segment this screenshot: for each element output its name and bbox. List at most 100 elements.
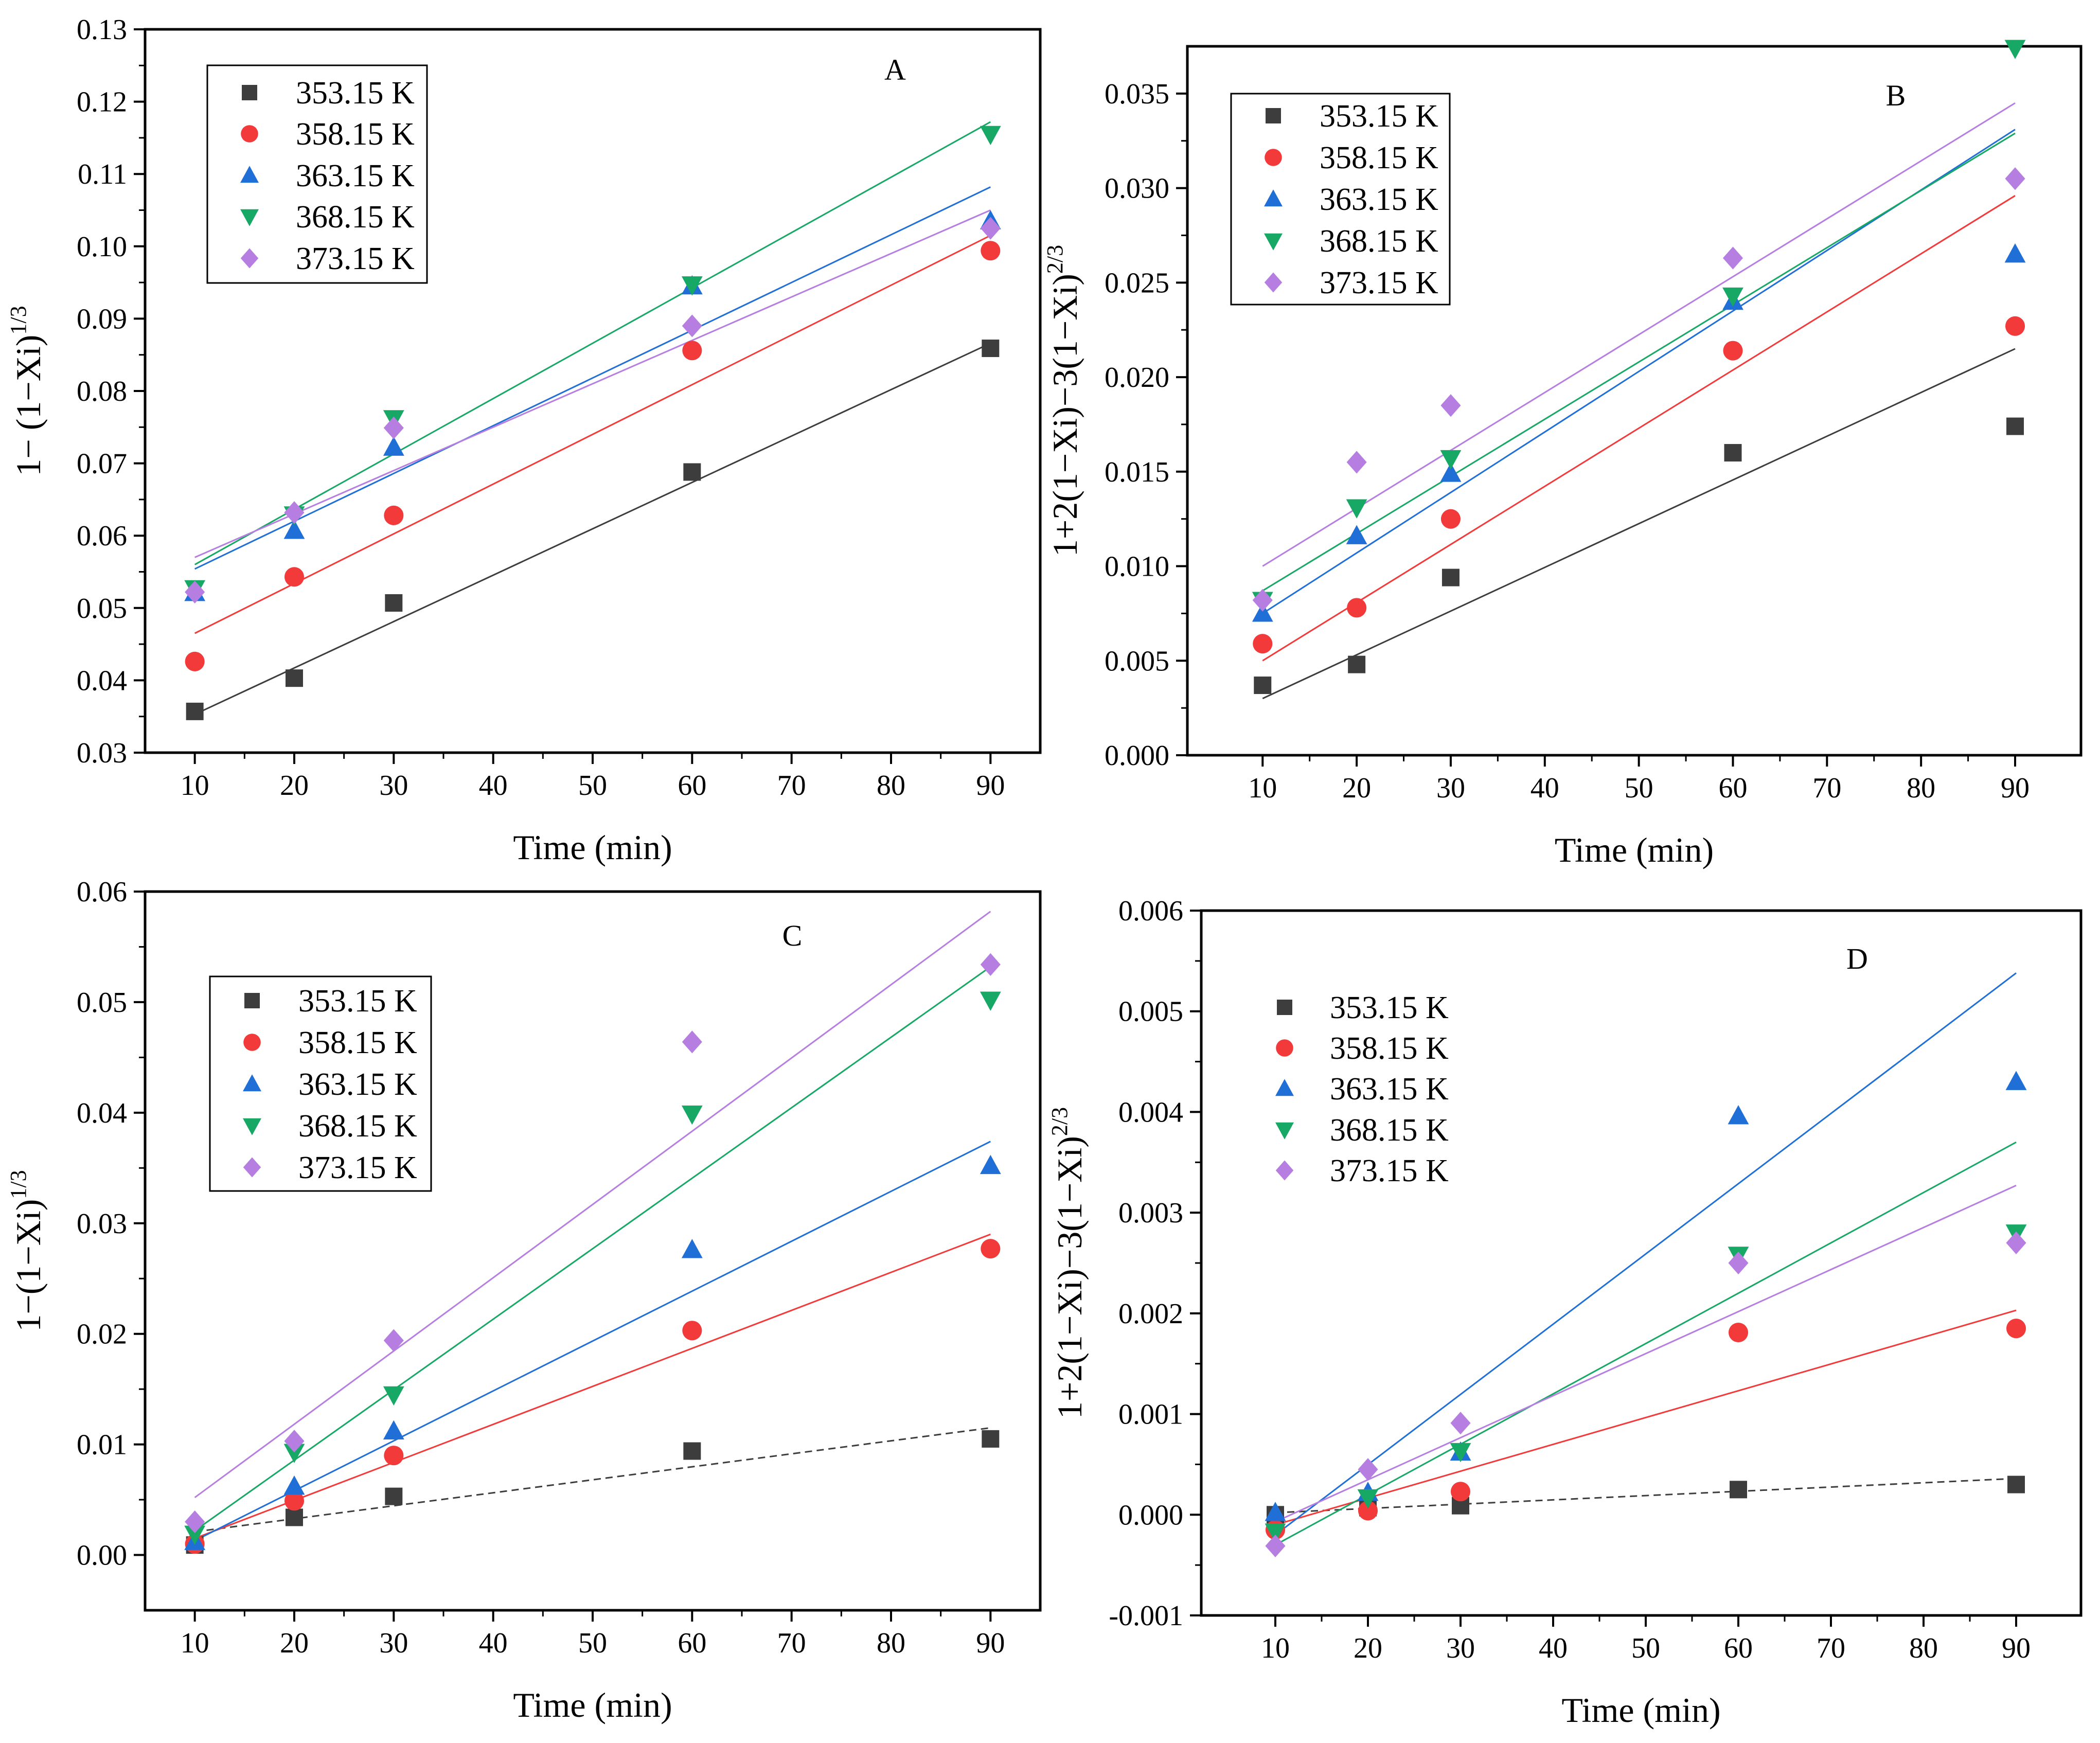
y-tick-label: 0.09: [77, 303, 127, 335]
fit-line-358-15-K: [1275, 1309, 2017, 1526]
x-tick-label: 80: [1907, 772, 1935, 804]
data-point-363-15-K: [980, 1154, 1001, 1175]
y-axis-title: 1−(1−Xi)1/3: [6, 1170, 48, 1331]
data-point-353-15-K: [1730, 1481, 1747, 1499]
legend-marker: [1264, 189, 1283, 207]
legend-box: [206, 64, 428, 284]
legend-marker: [1276, 1039, 1293, 1057]
fit-line-373-15-K: [194, 911, 991, 1498]
y-tick-label: 0.030: [1105, 173, 1169, 205]
x-tick-label: 20: [1354, 1632, 1382, 1664]
data-point-368-15-K: [1265, 1523, 1286, 1543]
data-point-353-15-K: [385, 594, 403, 612]
data-point-373-15-K: [284, 1430, 305, 1453]
y-tick-label: 0.003: [1118, 1197, 1183, 1229]
data-point-363-15-K: [383, 1420, 404, 1439]
data-point-368-15-K: [1450, 1443, 1471, 1463]
y-tick-label: 0.001: [1118, 1399, 1183, 1431]
y-axis-title-main: 1− (1−Xi): [9, 335, 48, 476]
y-tick-label: 0.005: [1118, 996, 1183, 1028]
data-point-363-15-K: [283, 520, 305, 539]
fit-line-373-15-K: [1262, 102, 2016, 567]
legend-marker: [1277, 1000, 1292, 1015]
y-tick-label: 0.08: [77, 376, 127, 407]
data-point-353-15-K: [982, 1430, 1000, 1448]
panel-c: 10 20 30 40 50 60 70 80 90 0.00 0.01 0.02 0.03 0.04 0.…: [6, 876, 1042, 1724]
x-tick-label: 70: [777, 1627, 806, 1659]
legend-label: 368.15 K: [296, 200, 415, 235]
data-point-373-15-K: [1346, 451, 1367, 474]
legend-label: 358.15 K: [1330, 1031, 1449, 1066]
y-axis-title-main: 1−(1−Xi): [9, 1199, 48, 1332]
fit-line-353-15-K: [1262, 348, 2016, 700]
data-point-358-15-K: [1253, 634, 1273, 654]
fit-line-353-15-K: [194, 1427, 991, 1533]
legend-marker: [1275, 1160, 1294, 1181]
x-tick-label: 10: [181, 770, 209, 802]
y-axis-title-exponent: 2/3: [1042, 245, 1067, 274]
data-point-353-15-K: [385, 1487, 403, 1505]
x-tick-label: 30: [379, 1627, 408, 1659]
legend-label: 363.15 K: [1320, 182, 1438, 217]
legend-label: 373.15 K: [298, 1150, 417, 1185]
y-tick-label: 0.03: [77, 1208, 127, 1240]
legend-label: 363.15 K: [296, 158, 415, 193]
y-tick-label: 0.000: [1105, 740, 1169, 772]
legend-marker: [1264, 272, 1283, 293]
y-tick-label: 0.10: [77, 231, 127, 263]
data-point-373-15-K: [1440, 394, 1461, 417]
x-axis-title: Time (min): [513, 1685, 672, 1724]
y-axis-title: 1+2(1−Xi)−3(1−Xi)2/3: [1042, 245, 1084, 557]
data-point-358-15-K: [284, 1491, 305, 1511]
y-tick-label: 0.12: [77, 86, 127, 118]
data-point-363-15-K: [1728, 1105, 1749, 1125]
fit-line-368-15-K: [1262, 132, 2016, 592]
legend-label: 353.15 K: [1320, 99, 1438, 134]
fit-line-368-15-K: [194, 966, 991, 1532]
data-point-358-15-K: [1450, 1482, 1471, 1502]
y-tick-label: 0.035: [1105, 78, 1169, 110]
x-tick-label: 90: [2002, 1632, 2031, 1664]
legend-marker: [243, 1157, 261, 1178]
x-tick-label: 20: [280, 1627, 309, 1659]
panel-letter: B: [1886, 79, 1906, 112]
data-point-358-15-K: [1723, 341, 1743, 361]
data-point-373-15-K: [682, 314, 702, 337]
legend-marker: [243, 1118, 261, 1135]
legend-label: 353.15 K: [298, 984, 417, 1019]
data-point-353-15-K: [286, 1508, 303, 1526]
y-tick-label: 0.00: [77, 1540, 127, 1572]
y-tick-label: 0.000: [1118, 1499, 1183, 1531]
x-tick-label: 90: [2001, 772, 2030, 804]
legend-label: 358.15 K: [296, 117, 415, 152]
y-tick-label: 0.05: [77, 987, 127, 1019]
data-point-358-15-K: [1728, 1323, 1749, 1343]
y-axis-title: 1+2(1−Xi)−3(1−Xi)2/3: [1047, 1107, 1089, 1419]
x-tick-label: 10: [181, 1627, 209, 1659]
data-point-358-15-K: [682, 341, 702, 361]
data-point-358-15-K: [384, 1446, 404, 1466]
legend-label: 358.15 K: [1320, 140, 1438, 175]
x-tick-label: 80: [1909, 1632, 1938, 1664]
x-tick-label: 40: [1530, 772, 1559, 804]
data-point-353-15-K: [186, 702, 204, 720]
data-point-358-15-K: [981, 241, 1001, 261]
legend-label: 363.15 K: [1330, 1072, 1449, 1107]
fit-line-373-15-K: [194, 209, 991, 558]
data-point-353-15-K: [2007, 1475, 2025, 1493]
y-tick-label: 0.025: [1105, 267, 1169, 299]
x-tick-label: 20: [280, 770, 309, 802]
data-point-363-15-K: [1440, 463, 1462, 482]
fit-line-353-15-K: [194, 342, 991, 715]
y-tick-label: 0.002: [1118, 1298, 1183, 1330]
data-point-353-15-K: [683, 1442, 701, 1460]
x-tick-label: 50: [578, 770, 607, 802]
data-point-373-15-K: [1265, 1534, 1286, 1558]
y-tick-label: 0.004: [1118, 1096, 1183, 1128]
data-point-358-15-K: [284, 567, 305, 587]
x-tick-label: 80: [877, 1627, 905, 1659]
x-tick-label: 50: [578, 1627, 607, 1659]
x-tick-label: 70: [777, 770, 806, 802]
y-tick-label: 0.06: [77, 876, 127, 908]
